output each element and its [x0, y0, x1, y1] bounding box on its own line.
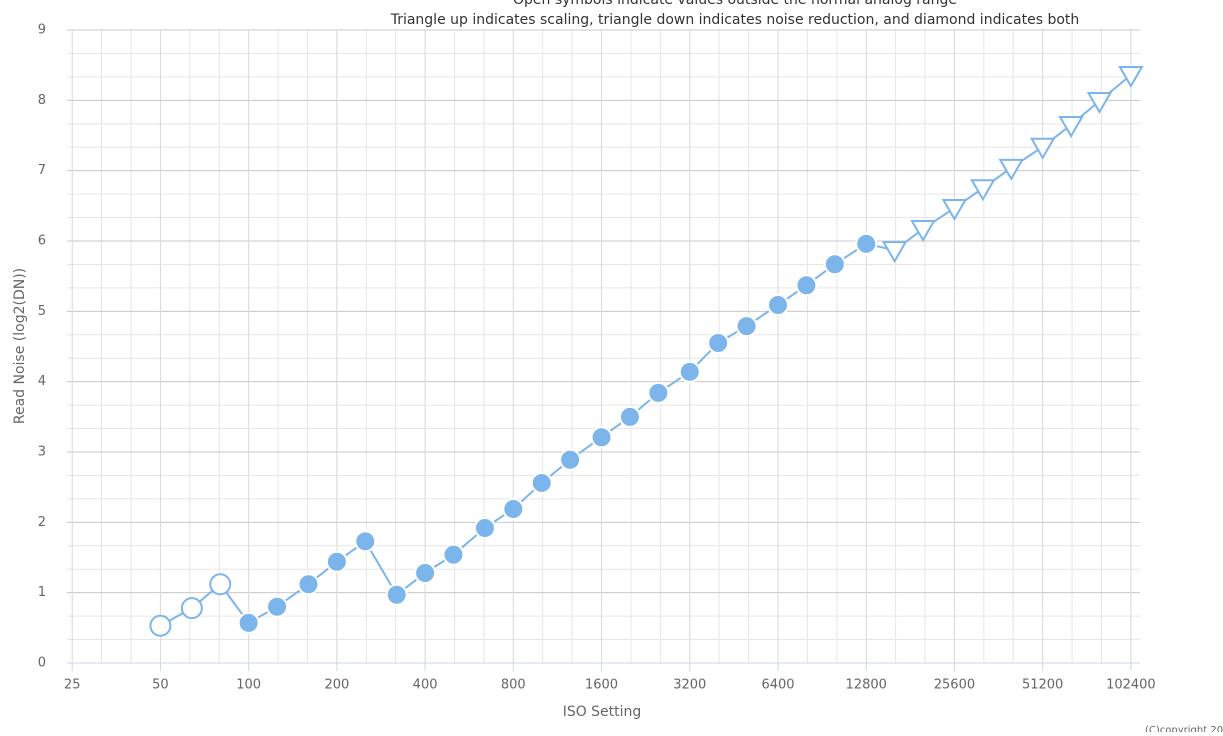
marker: [385, 583, 408, 606]
marker: [442, 543, 465, 566]
marker: [1058, 115, 1084, 138]
credit: (C)copyright 20: [1145, 725, 1223, 732]
marker: [325, 550, 348, 573]
marker: [678, 360, 701, 383]
marker: [1029, 137, 1056, 160]
subtitle: Triangle up indicates scaling, triangle …: [390, 12, 1080, 28]
marker: [502, 497, 525, 520]
y-tick-label: 0: [38, 656, 46, 671]
marker: [618, 405, 641, 428]
x-tick-label: 100: [236, 678, 261, 693]
marker: [237, 611, 260, 634]
marker: [266, 595, 289, 618]
marker: [180, 597, 203, 620]
marker: [766, 294, 789, 317]
marker: [855, 232, 878, 255]
marker: [1086, 92, 1113, 115]
x-tick-label: 3200: [673, 678, 706, 693]
marker: [881, 241, 908, 264]
y-tick-label: 6: [38, 234, 46, 249]
marker: [297, 573, 320, 596]
marker: [647, 381, 670, 404]
x-tick-label: 200: [324, 678, 349, 693]
y-tick-label: 8: [38, 93, 46, 108]
marker: [823, 253, 846, 276]
y-tick-label: 3: [38, 445, 46, 460]
marker: [795, 274, 818, 297]
y-tick-label: 7: [38, 163, 46, 178]
marker: [941, 198, 968, 221]
x-tick-label: 12800: [846, 678, 887, 693]
subtitle: Open symbols indicate values outside the…: [513, 0, 957, 8]
marker: [910, 220, 936, 243]
x-tick-label: 25: [64, 678, 81, 693]
x-tick-label: 1600: [585, 678, 618, 693]
x-tick-label: 25600: [934, 678, 975, 693]
x-tick-label: 800: [501, 678, 526, 693]
marker: [559, 448, 582, 471]
marker: [354, 530, 377, 553]
x-axis-title: ISO Setting: [563, 704, 642, 720]
x-tick-label: 50: [152, 678, 169, 693]
marker: [707, 331, 730, 354]
x-tick-label: 51200: [1022, 678, 1063, 693]
marker: [149, 614, 172, 637]
x-tick-label: 400: [413, 678, 438, 693]
series-line: [159, 74, 1132, 627]
marker: [998, 158, 1024, 181]
marker: [530, 471, 553, 494]
y-tick-label: 4: [38, 374, 46, 389]
marker: [473, 516, 496, 539]
y-tick-label: 2: [38, 515, 46, 530]
y-axis-title: Read Noise (log2(DN)): [12, 268, 28, 424]
marker: [590, 426, 613, 449]
x-tick-label: 102400: [1106, 678, 1156, 693]
y-tick-label: 9: [38, 23, 46, 38]
marker: [970, 179, 996, 202]
marker: [1118, 66, 1144, 89]
y-tick-label: 1: [38, 585, 46, 600]
marker: [414, 561, 437, 584]
marker: [735, 315, 758, 338]
x-tick-label: 6400: [761, 678, 794, 693]
marker: [209, 573, 232, 596]
y-tick-label: 5: [38, 304, 46, 319]
